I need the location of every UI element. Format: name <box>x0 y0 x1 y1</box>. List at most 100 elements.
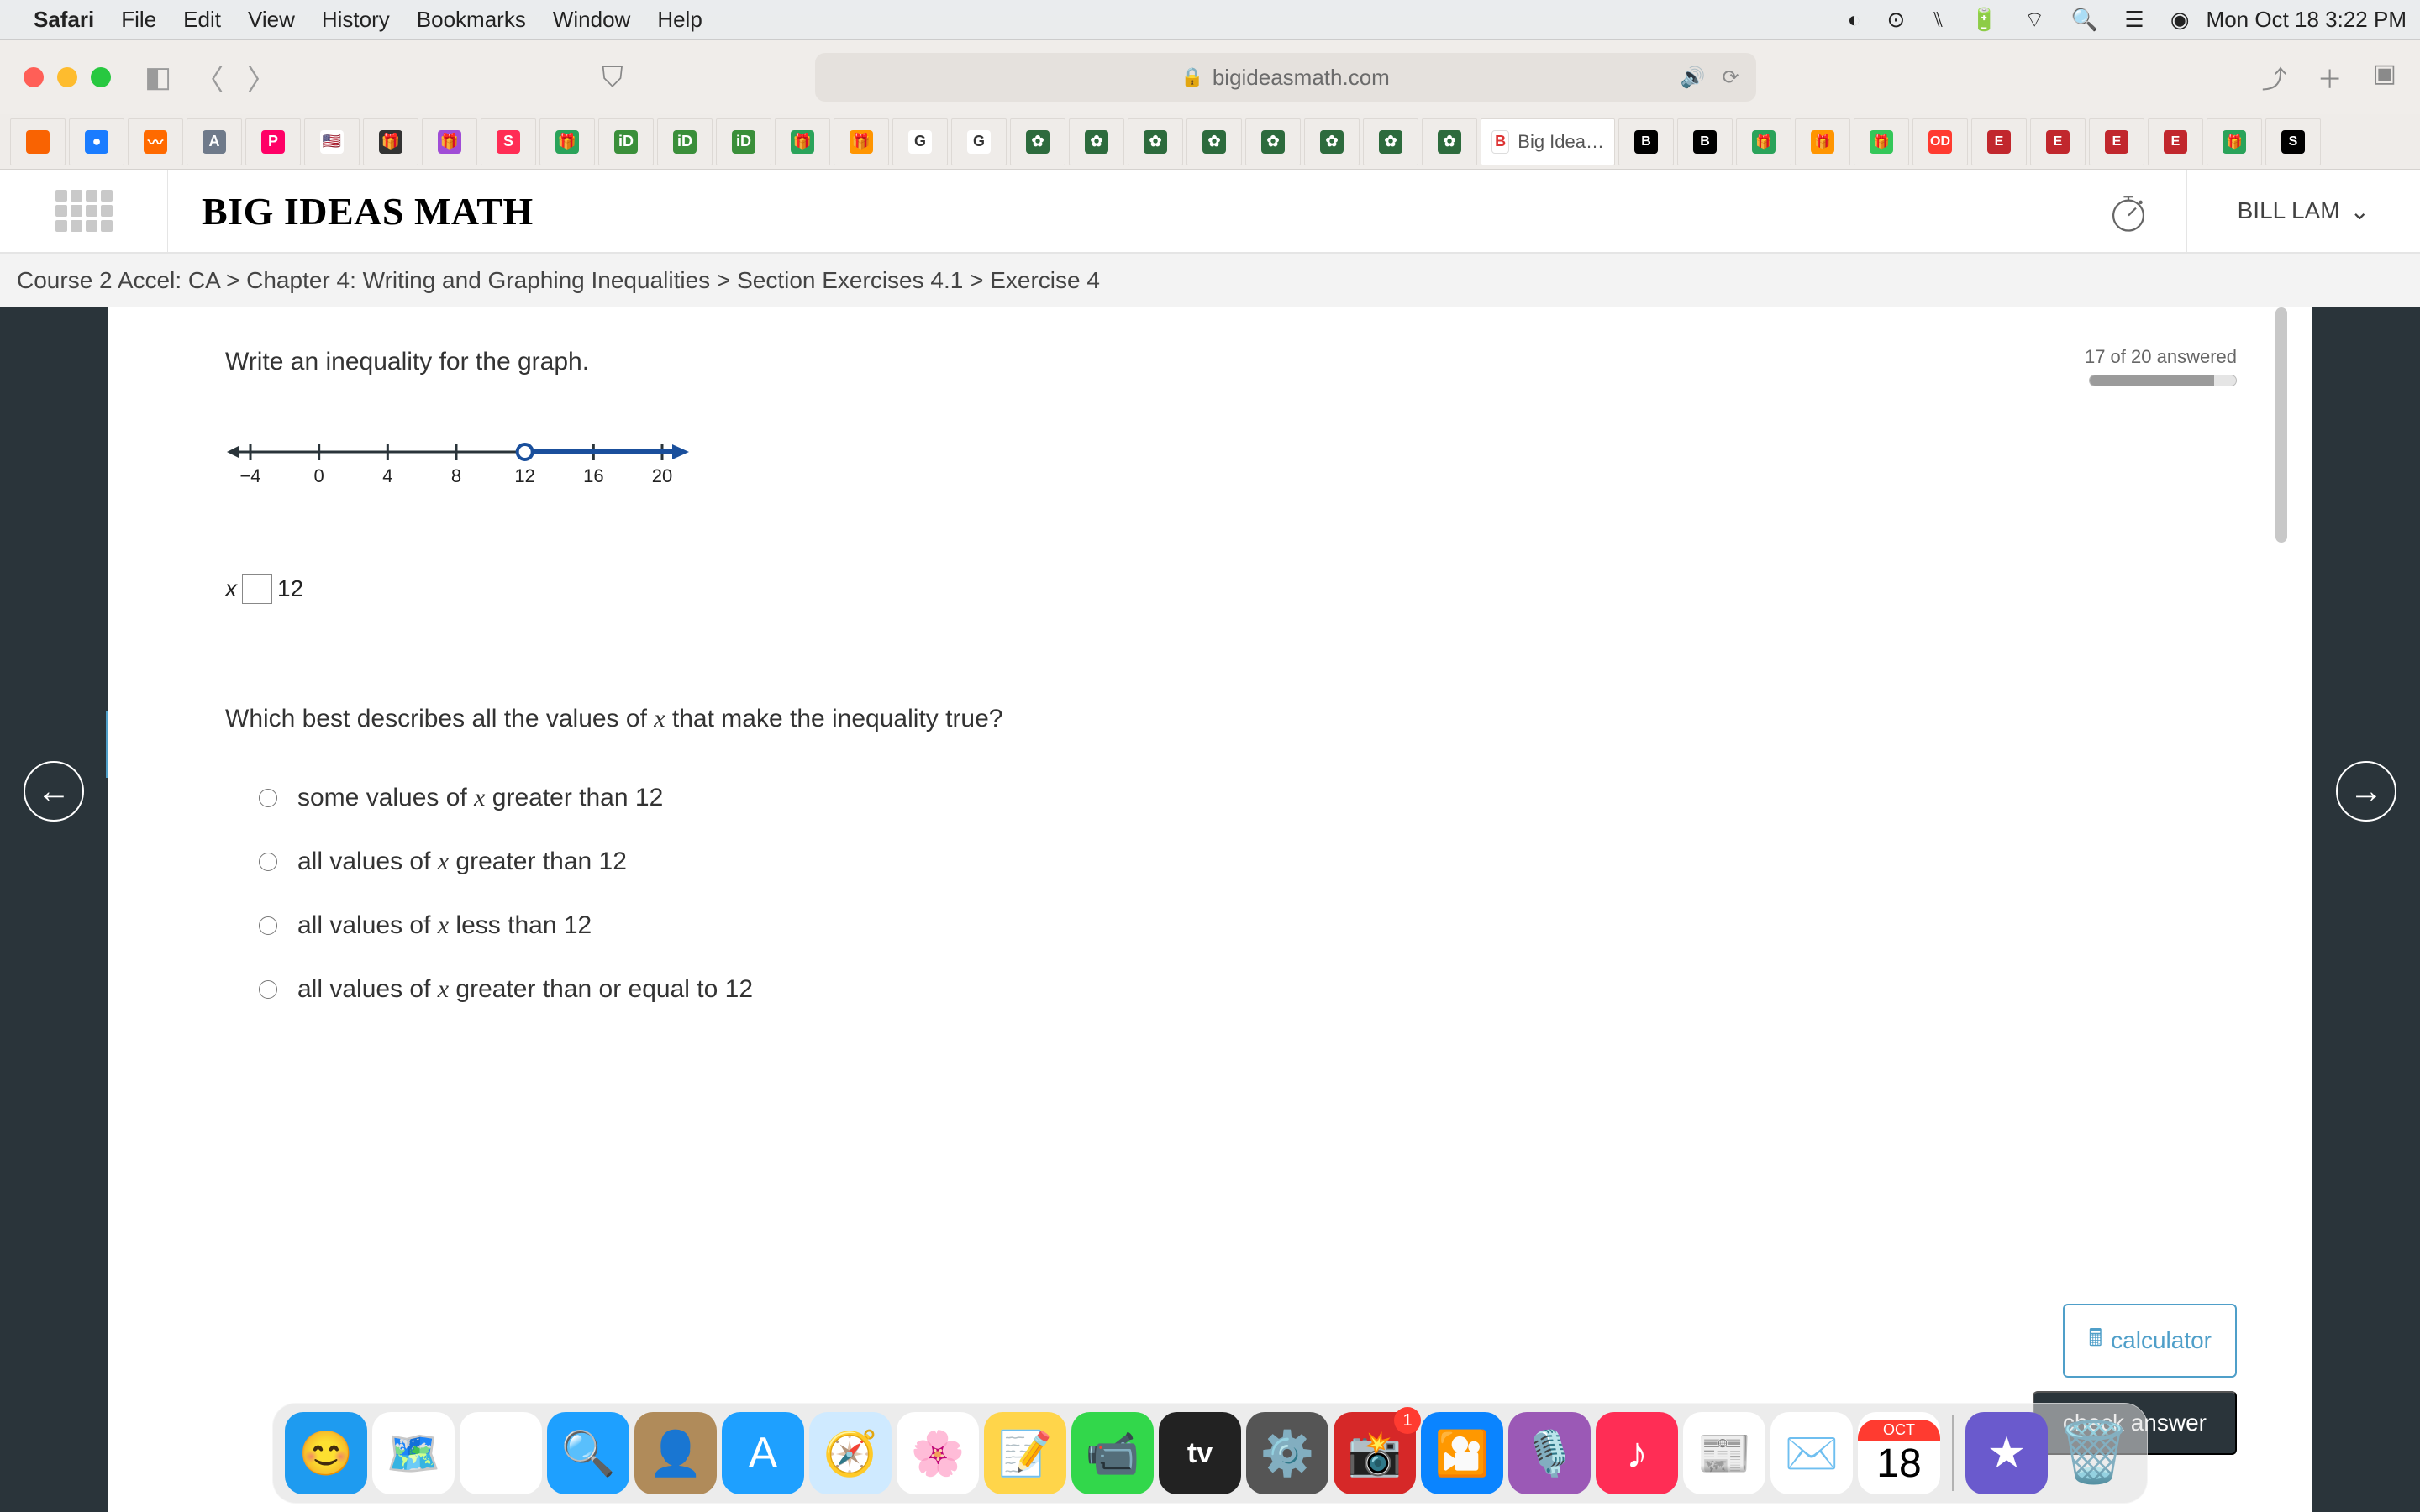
tab-e1[interactable]: E <box>1971 118 2027 165</box>
tab-id2[interactable]: iD <box>657 118 713 165</box>
tab-pinterest[interactable]: P <box>245 118 301 165</box>
dock-finder[interactable]: 😊 <box>285 1412 367 1494</box>
apps-menu-button[interactable] <box>0 170 168 252</box>
tab-gift1[interactable]: 🎁 <box>363 118 418 165</box>
dock-mail[interactable]: ✉️ <box>1770 1412 1853 1494</box>
tab-s-red[interactable]: S <box>481 118 536 165</box>
tab-b2[interactable]: B <box>1677 118 1733 165</box>
tab-flower7[interactable]: ✿ <box>1363 118 1418 165</box>
sidebar-toggle-icon[interactable]: ◧ <box>145 60 171 94</box>
tab-s[interactable]: S <box>2265 118 2321 165</box>
dock-calendar[interactable]: OCT18 <box>1858 1412 1940 1494</box>
tab-g2[interactable]: 🎁 <box>1795 118 1850 165</box>
menu-edit[interactable]: Edit <box>183 7 221 33</box>
dock-appstore[interactable]: A <box>722 1412 804 1494</box>
option-radio-0[interactable] <box>259 789 277 807</box>
new-tab-icon[interactable]: ＋ <box>2317 59 2343 96</box>
dock-quicktime[interactable]: 🔍 <box>547 1412 629 1494</box>
tab-flower3[interactable]: ✿ <box>1128 118 1183 165</box>
tab-flower4[interactable]: ✿ <box>1186 118 1242 165</box>
tab-flag[interactable]: 🇺🇸 <box>304 118 360 165</box>
address-bar[interactable]: 🔒 bigideasmath.com 🔊 ⟳ <box>815 53 1756 102</box>
option-radio-2[interactable] <box>259 916 277 935</box>
siri-icon[interactable]: ◉ <box>2170 7 2190 32</box>
tab-flower2[interactable]: ✿ <box>1069 118 1124 165</box>
wifi-icon[interactable]: ⌔ <box>2024 7 2044 32</box>
option-2[interactable]: all values of x less than 12 <box>259 911 2161 940</box>
dock-music[interactable]: ♪ <box>1596 1412 1678 1494</box>
dock-podcasts[interactable]: 🎙️ <box>1508 1412 1591 1494</box>
tab-b1[interactable]: B <box>1618 118 1674 165</box>
dock-zoom[interactable]: 🎦 <box>1421 1412 1503 1494</box>
tab-google1[interactable]: G <box>892 118 948 165</box>
tab-g1[interactable]: 🎁 <box>1736 118 1791 165</box>
tab-flower1[interactable]: ✿ <box>1010 118 1065 165</box>
dock-news[interactable]: 📰 <box>1683 1412 1765 1494</box>
reader-audio-icon[interactable]: 🔊 <box>1681 66 1706 90</box>
tab-e2[interactable]: E <box>2030 118 2086 165</box>
vpn-icon[interactable]: ◐ <box>1848 7 1861 32</box>
control-center-icon[interactable]: ☰ <box>2124 7 2144 32</box>
option-0[interactable]: some values of x greater than 12 <box>259 784 2161 812</box>
menu-bookmarks[interactable]: Bookmarks <box>417 7 526 33</box>
dock-photos[interactable]: 🌸 <box>897 1412 979 1494</box>
option-1[interactable]: all values of x greater than 12 <box>259 848 2161 876</box>
tab-g4[interactable]: 🎁 <box>2207 118 2262 165</box>
minimize-window-button[interactable] <box>57 67 77 87</box>
tab-e4[interactable]: E <box>2148 118 2203 165</box>
forward-button[interactable]: 〉 <box>247 57 276 98</box>
tab-gift4[interactable]: 🎁 <box>775 118 830 165</box>
battery-icon[interactable]: 🔋 <box>1970 7 1997 32</box>
dock-trash[interactable]: 🗑️ <box>2053 1412 2135 1494</box>
dock-imovie[interactable]: ★ <box>1965 1412 2048 1494</box>
dock-contacts[interactable]: 👤 <box>634 1412 717 1494</box>
tab-gift5[interactable]: 🎁 <box>834 118 889 165</box>
option-3[interactable]: all values of x greater than or equal to… <box>259 975 2161 1004</box>
tab-flower8[interactable]: ✿ <box>1422 118 1477 165</box>
tab-id1[interactable]: iD <box>598 118 654 165</box>
dock-facetime[interactable]: 📹 <box>1071 1412 1154 1494</box>
dock-safari[interactable]: 🧭 <box>809 1412 892 1494</box>
tab-active[interactable]: BBig Idea… <box>1481 118 1615 165</box>
option-radio-1[interactable] <box>259 853 277 871</box>
inequality-relation-input[interactable] <box>242 574 272 604</box>
tab-e3[interactable]: E <box>2089 118 2144 165</box>
tab-g3[interactable]: 🎁 <box>1854 118 1909 165</box>
mic-off-icon[interactable]: ⑊ <box>1932 7 1945 32</box>
dock-tv[interactable]: tv <box>1159 1412 1241 1494</box>
tab-od[interactable]: OD <box>1912 118 1968 165</box>
timer-button[interactable] <box>2070 170 2187 252</box>
menu-history[interactable]: History <box>322 7 390 33</box>
tab-gift3[interactable]: 🎁 <box>539 118 595 165</box>
user-menu[interactable]: BILL LAM ⌄ <box>2187 197 2420 225</box>
prev-exercise-button[interactable]: ← <box>24 761 84 822</box>
spotlight-icon[interactable]: 🔍 <box>2071 7 2098 32</box>
fullscreen-window-button[interactable] <box>91 67 111 87</box>
tabs-overview-icon[interactable]: ▣ <box>2373 59 2396 96</box>
calculator-button[interactable]: 🖩 calculator <box>2063 1304 2237 1378</box>
next-exercise-button[interactable]: → <box>2336 761 2396 822</box>
tab-homedepot[interactable] <box>10 118 66 165</box>
dock-photobooth[interactable]: 📸1 <box>1334 1412 1416 1494</box>
shield-icon[interactable]: ⛉ <box>602 61 623 94</box>
dock-maps[interactable]: 🗺️ <box>372 1412 455 1494</box>
scrollbar[interactable] <box>2275 307 2287 543</box>
dock-launchpad[interactable]: ▦ <box>460 1412 542 1494</box>
screen-icon[interactable]: ⊙ <box>1887 7 1906 32</box>
tab-gift2[interactable]: 🎁 <box>422 118 477 165</box>
dock-settings[interactable]: ⚙️ <box>1246 1412 1328 1494</box>
tab-flower5[interactable]: ✿ <box>1245 118 1301 165</box>
breadcrumb[interactable]: Course 2 Accel: CA > Chapter 4: Writing … <box>0 254 2420 307</box>
tab-a-icon[interactable]: A <box>187 118 242 165</box>
option-radio-3[interactable] <box>259 980 277 999</box>
menu-file[interactable]: File <box>121 7 156 33</box>
tab-flower6[interactable]: ✿ <box>1304 118 1360 165</box>
tab-id3[interactable]: iD <box>716 118 771 165</box>
tab-orange-swirl[interactable]: 〰 <box>128 118 183 165</box>
dock-notes[interactable]: 📝 <box>984 1412 1066 1494</box>
tab-blue-circle[interactable]: ● <box>69 118 124 165</box>
menubar-clock[interactable]: Mon Oct 18 3:22 PM <box>2207 7 2407 33</box>
menu-help[interactable]: Help <box>657 7 702 33</box>
menu-window[interactable]: Window <box>553 7 630 33</box>
back-button[interactable]: 〈 <box>195 57 224 98</box>
